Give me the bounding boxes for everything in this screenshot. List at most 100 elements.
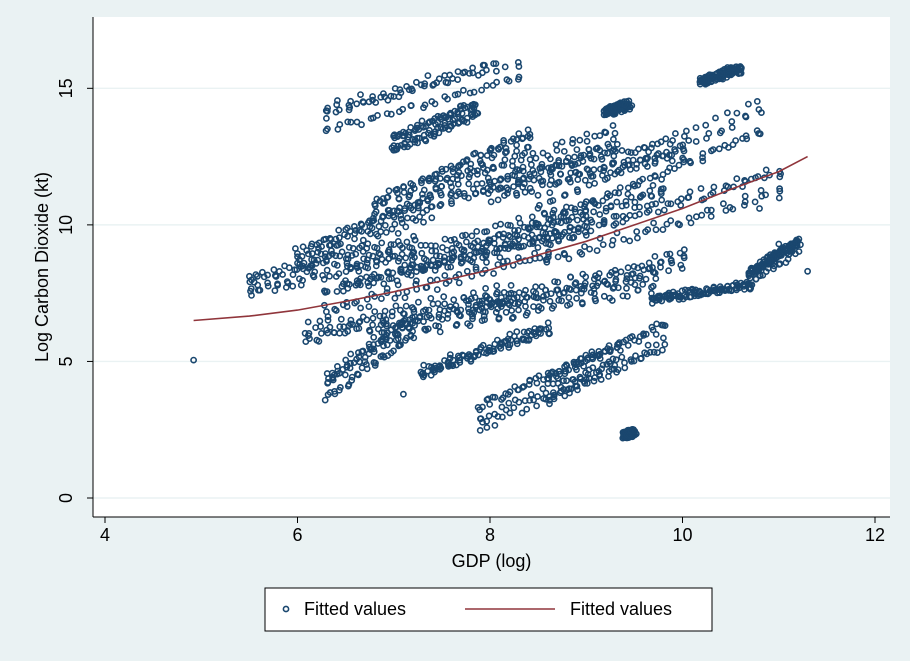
scatter-point <box>554 374 562 382</box>
scatter-point <box>629 270 637 278</box>
scatter-point <box>532 219 540 227</box>
scatter-point <box>451 115 458 123</box>
scatter-point <box>412 268 420 275</box>
scatter-point <box>677 195 685 203</box>
scatter-point <box>381 93 389 101</box>
scatter-point <box>489 393 497 401</box>
scatter-point <box>413 121 421 129</box>
scatter-point <box>498 161 506 169</box>
scatter-point <box>643 155 651 163</box>
scatter-point <box>557 213 565 220</box>
scatter-point <box>433 170 440 178</box>
scatter-point <box>424 195 431 203</box>
scatter-point <box>547 369 555 377</box>
scatter-point <box>331 387 338 395</box>
scatter-point <box>452 361 460 369</box>
scatter-point <box>560 377 567 385</box>
scatter-point <box>546 189 554 197</box>
scatter-point <box>247 285 255 292</box>
scatter-point <box>395 195 403 203</box>
scatter-point <box>707 78 715 85</box>
scatter-point <box>336 383 344 391</box>
scatter-point <box>370 333 378 341</box>
scatter-point <box>483 417 491 425</box>
scatter-point <box>534 244 542 251</box>
scatter-point <box>356 244 363 252</box>
scatter-point <box>397 268 404 275</box>
scatter-point <box>573 366 580 374</box>
scatter-point <box>478 300 486 308</box>
scatter-point <box>504 221 512 229</box>
scatter-point <box>633 228 641 235</box>
scatter-point <box>474 110 482 117</box>
scatter-point <box>637 354 645 362</box>
scatter-point <box>600 216 608 224</box>
scatter-point <box>307 242 315 250</box>
scatter-point <box>465 173 473 181</box>
scatter-point <box>577 201 585 208</box>
scatter-point <box>413 134 421 142</box>
scatter-point <box>685 137 693 144</box>
scatter-point <box>611 170 619 178</box>
scatter-point <box>662 135 670 143</box>
scatter-point <box>666 140 674 148</box>
scatter-point <box>455 162 463 170</box>
scatter-point <box>402 302 410 310</box>
scatter-point <box>573 186 581 194</box>
scatter-point <box>542 286 550 294</box>
scatter-point <box>402 254 410 262</box>
scatter-point <box>702 121 710 129</box>
scatter-point <box>627 428 635 436</box>
scatter-point <box>575 224 582 232</box>
scatter-point <box>804 267 811 275</box>
scatter-point <box>384 248 392 256</box>
scatter-point <box>420 218 427 226</box>
scatter-point <box>554 235 562 243</box>
scatter-point <box>604 149 611 157</box>
y-tick-label: 0 <box>56 493 76 503</box>
scatter-point <box>429 256 437 264</box>
scatter-point <box>459 158 467 166</box>
scatter-point <box>343 224 351 232</box>
scatter-point <box>686 157 694 165</box>
scatter-point <box>530 303 537 310</box>
scatter-point <box>430 366 438 374</box>
scatter-point <box>323 288 331 296</box>
scatter-point <box>570 233 578 241</box>
scatter-point <box>601 278 608 286</box>
scatter-point <box>649 264 656 271</box>
scatter-point <box>609 236 617 244</box>
scatter-point <box>519 134 527 142</box>
scatter-point <box>699 157 707 165</box>
scatter-point <box>392 186 400 194</box>
scatter-point <box>663 148 670 156</box>
scatter-point <box>324 316 332 324</box>
scatter-point <box>636 193 644 201</box>
scatter-point <box>576 248 584 256</box>
scatter-point <box>406 243 413 251</box>
scatter-point <box>404 136 412 144</box>
scatter-point <box>388 308 396 316</box>
scatter-point <box>563 377 570 385</box>
scatter-point <box>776 260 784 268</box>
scatter-point <box>697 185 705 192</box>
scatter-point <box>607 203 615 211</box>
scatter-point <box>742 132 750 140</box>
scatter-point <box>753 264 761 272</box>
scatter-point <box>596 211 604 218</box>
scatter-point <box>703 285 710 292</box>
scatter-point <box>285 264 293 272</box>
scatter-point <box>520 174 528 182</box>
scatter-point <box>460 294 468 302</box>
scatter-point <box>401 294 409 302</box>
scatter-point <box>419 209 427 217</box>
scatter-point <box>574 159 582 167</box>
scatter-point <box>622 197 630 205</box>
scatter-point <box>571 160 579 168</box>
scatter-point <box>394 331 402 339</box>
y-tick-label: 15 <box>56 78 76 98</box>
scatter-point <box>397 215 405 223</box>
scatter-point <box>568 213 576 221</box>
scatter-point <box>511 172 518 180</box>
scatter-point <box>624 184 632 192</box>
